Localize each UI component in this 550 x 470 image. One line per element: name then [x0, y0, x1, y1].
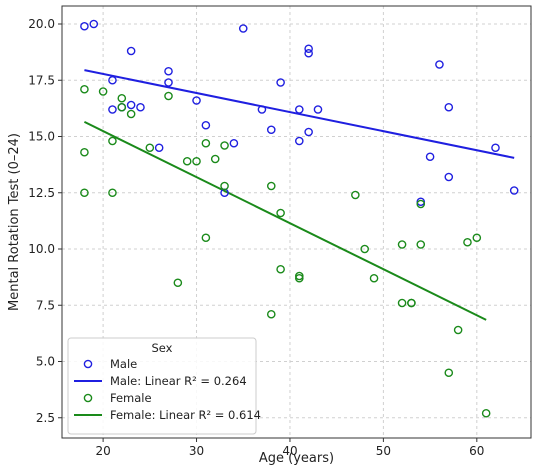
- data-point: [472, 233, 482, 243]
- data-point: [164, 78, 173, 87]
- data-point: [435, 60, 444, 69]
- y-tick-label: 2.5: [36, 411, 55, 425]
- data-point: [136, 102, 145, 112]
- data-point: [201, 138, 211, 148]
- data-point: [201, 120, 211, 130]
- data-point: [276, 78, 285, 87]
- data-point: [164, 91, 173, 101]
- data-point: [276, 208, 285, 218]
- y-tick-label: 5.0: [36, 355, 55, 369]
- data-point: [444, 172, 454, 182]
- data-point: [257, 105, 267, 114]
- x-axis-title: Age (years): [259, 451, 334, 466]
- legend: Sex Male Male: Linear R² = 0.264 Female Fem…: [67, 337, 261, 435]
- x-tick-label: 20: [95, 444, 110, 458]
- legend-entry-label: Female: Linear R² = 0.614: [110, 408, 261, 422]
- data-points: [80, 19, 519, 418]
- data-point: [220, 141, 229, 150]
- legend-entry-label: Male: [110, 357, 137, 371]
- y-tick-label: 10.0: [28, 242, 55, 256]
- data-point: [117, 102, 127, 112]
- data-point: [304, 127, 313, 137]
- data-point: [463, 237, 472, 247]
- data-point: [481, 408, 491, 418]
- legend-title: Sex: [152, 341, 173, 355]
- data-point: [266, 125, 276, 135]
- data-point: [276, 264, 285, 274]
- legend-entries: Male Male: Linear R² = 0.264 Female Female:…: [74, 357, 261, 422]
- data-point: [98, 87, 108, 96]
- fit-line: [83, 120, 487, 321]
- y-tick-label: 12.5: [28, 186, 55, 200]
- x-tick-label: 60: [469, 444, 484, 458]
- data-point: [304, 48, 313, 58]
- data-point: [173, 278, 183, 288]
- data-point: [397, 298, 407, 308]
- y-tick-label: 20.0: [28, 17, 55, 31]
- data-point: [108, 75, 117, 85]
- data-point: [145, 143, 155, 153]
- data-point: [407, 298, 416, 308]
- fit-lines: [83, 69, 515, 321]
- data-point: [238, 24, 248, 33]
- data-point: [182, 156, 192, 166]
- data-point: [295, 273, 304, 283]
- data-point: [491, 143, 500, 153]
- fit-line: [84, 69, 515, 159]
- data-point: [360, 244, 370, 254]
- data-point: [229, 138, 239, 148]
- data-point: [313, 105, 323, 114]
- legend-entry-label: Female: [110, 391, 152, 405]
- x-tick-label: 50: [376, 444, 391, 458]
- data-point: [444, 102, 454, 112]
- plot-frame: [61, 5, 532, 439]
- data-point: [220, 181, 229, 191]
- x-tick-label: 30: [189, 444, 204, 458]
- data-point: [509, 186, 519, 195]
- data-point: [192, 96, 201, 105]
- legend-marker: [83, 359, 93, 369]
- y-tick-label: 17.5: [28, 73, 55, 87]
- data-point: [444, 368, 454, 378]
- data-point: [304, 44, 313, 54]
- data-point: [126, 46, 136, 56]
- data-point: [416, 240, 426, 249]
- legend-marker: [83, 393, 93, 403]
- data-point: [295, 136, 304, 146]
- y-tick-label: 15.0: [28, 130, 55, 144]
- data-point: [192, 156, 201, 166]
- y-tick-label: 7.5: [36, 298, 55, 312]
- ticks: 20 30 40 50 60 2.5 5.0 7.5 10.0 12.5 15.0 17.5 20.0: [28, 17, 484, 458]
- data-point: [126, 109, 136, 119]
- data-point: [266, 181, 276, 191]
- data-point: [108, 105, 117, 114]
- data-point: [453, 325, 463, 335]
- data-point: [80, 147, 89, 157]
- data-point: [108, 136, 117, 146]
- data-point: [295, 105, 304, 114]
- data-point: [210, 154, 220, 164]
- data-point: [416, 199, 426, 209]
- data-point: [397, 240, 407, 249]
- data-point: [80, 21, 89, 31]
- data-point: [154, 143, 164, 153]
- data-point: [89, 19, 99, 29]
- data-point: [80, 84, 89, 94]
- data-point: [117, 93, 127, 103]
- data-point: [369, 273, 379, 283]
- x-tick-label: 40: [282, 444, 297, 458]
- data-point: [126, 100, 136, 110]
- data-point: [201, 233, 211, 243]
- data-point: [108, 188, 117, 198]
- data-point: [164, 66, 173, 76]
- data-point: [80, 188, 89, 198]
- data-point: [425, 152, 435, 162]
- data-point: [266, 309, 276, 319]
- legend-box: [67, 337, 257, 435]
- data-point: [351, 190, 360, 200]
- y-axis-title: Mental Rotation Test (0–24): [7, 133, 22, 311]
- legend-entry-label: Male: Linear R² = 0.264: [110, 374, 247, 388]
